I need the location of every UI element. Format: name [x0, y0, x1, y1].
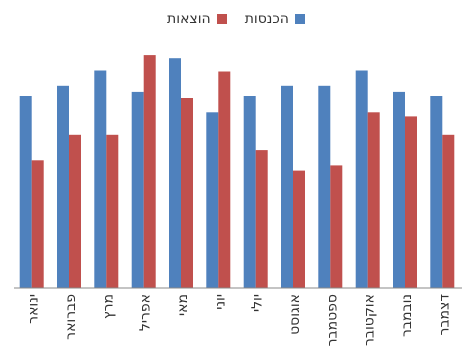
x-tick-label-7: יולי — [250, 294, 266, 312]
x-tick-label-8: אוגוסט — [287, 294, 303, 335]
bar-expenses-3 — [106, 134, 119, 288]
x-tick-label-1: ינואר — [26, 294, 42, 324]
legend: הכנסות הוצאות — [0, 8, 472, 30]
legend-item-expenses: הוצאות — [167, 11, 227, 27]
bar-revenue-3 — [94, 70, 107, 288]
x-tick-label-5: מאי — [175, 294, 191, 316]
legend-item-revenue: הכנסות — [245, 11, 305, 27]
bar-revenue-2 — [57, 85, 69, 288]
legend-swatch-revenue — [294, 14, 305, 24]
bar-revenue-6 — [206, 112, 219, 288]
x-tick-label-12: דצמבר — [436, 294, 452, 336]
bar-expenses-1 — [31, 160, 44, 288]
x-tick-label-11: נובמבר — [399, 294, 415, 337]
bar-revenue-12 — [430, 96, 443, 288]
x-tick-label-3: מרץ — [100, 294, 116, 319]
legend-label-revenue: הכנסות — [244, 11, 289, 27]
bar-expenses-9 — [330, 165, 343, 288]
bar-revenue-1 — [19, 96, 32, 288]
bar-revenue-5 — [169, 58, 181, 289]
x-tick-label-4: אפריל — [138, 294, 154, 331]
bar-revenue-9 — [318, 85, 331, 288]
x-tick-label-6: יוני — [212, 294, 228, 310]
bar-expenses-5 — [181, 98, 193, 288]
legend-label-expenses: הוצאות — [167, 11, 211, 27]
bar-expenses-6 — [218, 71, 231, 288]
bar-revenue-10 — [355, 70, 368, 288]
bar-expenses-12 — [442, 134, 455, 288]
bar-expenses-7 — [255, 150, 268, 288]
bar-revenue-7 — [243, 96, 256, 288]
x-tick-label-2: פברואר — [63, 294, 79, 340]
bar-expenses-2 — [69, 134, 81, 288]
x-tick-label-9: ספטמבר — [324, 294, 340, 346]
x-tick-label-10: אוקטובר — [362, 294, 378, 346]
bar-expenses-4 — [143, 55, 156, 288]
bar-revenue-4 — [131, 91, 144, 289]
bar-expenses-8 — [293, 170, 305, 288]
bar-expenses-10 — [367, 112, 380, 288]
bar-revenue-8 — [281, 85, 293, 288]
legend-swatch-expenses — [216, 14, 227, 24]
bar-expenses-11 — [405, 116, 417, 289]
bar-revenue-11 — [393, 91, 405, 289]
